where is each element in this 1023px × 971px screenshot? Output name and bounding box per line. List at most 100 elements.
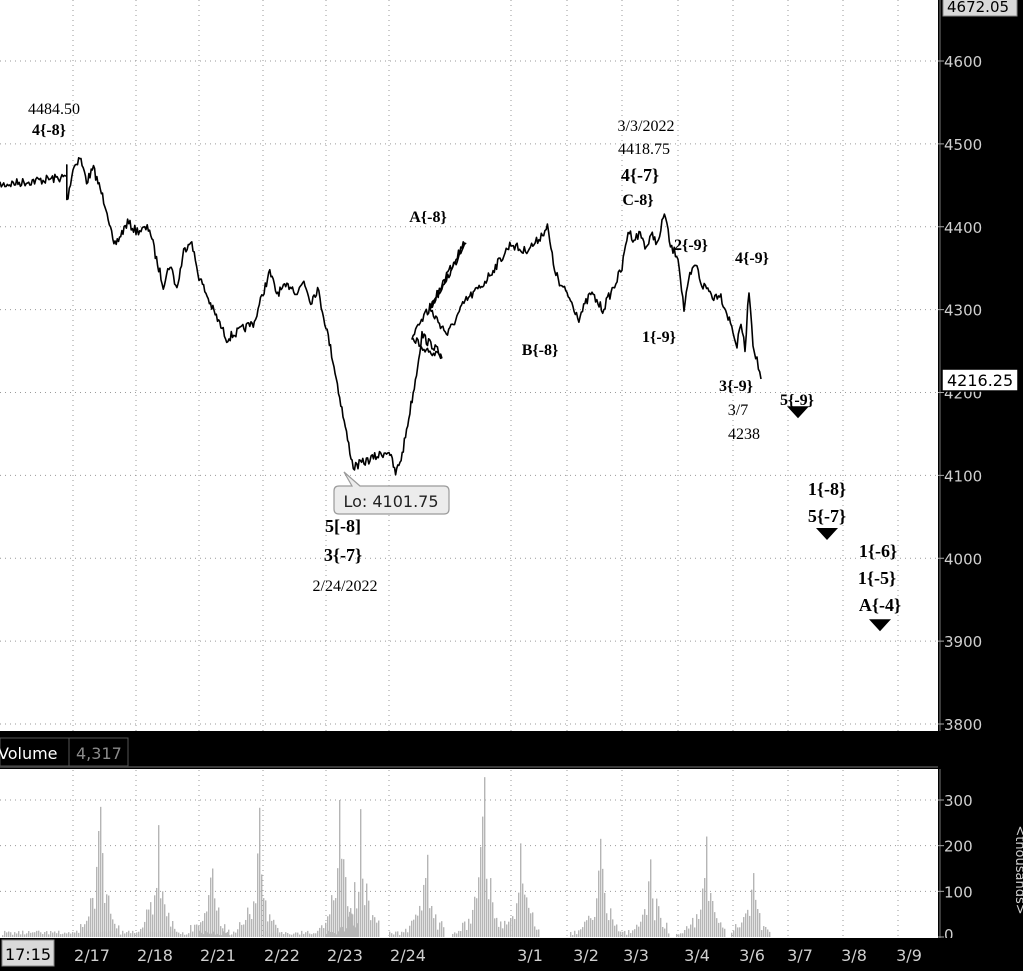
volume-bar [508,921,510,937]
volume-bar [395,931,397,937]
volume-bar [190,925,192,937]
volume-bar [178,932,180,937]
time-tick-label: 2/23 [327,946,363,965]
volume-bar [100,932,102,937]
volume-bar [80,924,82,937]
volume-bar [680,933,682,937]
price-tick-label: 4000 [944,550,982,568]
volume-bar [435,914,437,937]
volume-bar [291,934,293,937]
volume-bar [753,873,755,937]
volume-bar [96,866,98,937]
volume-bar [622,931,624,937]
volume-bar [112,934,114,937]
volume-bar [166,932,168,937]
volume-bar [437,929,439,937]
volume-bar [299,934,301,937]
volume-bar [612,919,614,937]
volume-bar [198,925,200,937]
volume-bar [214,898,216,937]
volume-bar [88,934,90,937]
time-cursor-label: 17:15 [5,945,51,964]
volume-bar [644,909,646,937]
volume-bar [204,913,206,937]
volume-bar [504,920,506,937]
volume-bar [441,921,443,937]
volume-bar [570,931,572,937]
volume-bar [126,932,128,937]
volume-bar [354,882,356,937]
volume-bar [376,922,378,937]
volume-bar [488,899,490,937]
volume-bar [464,921,466,937]
price-top-box [942,0,1018,17]
price-tick-label: 4600 [944,53,982,71]
volume-bar [84,924,86,937]
volume-bar [158,930,160,937]
volume-bar [301,930,303,937]
volume-bar [216,910,218,937]
volume-bar [423,884,425,937]
volume-bar [114,923,116,937]
volume-bar [378,920,380,937]
volume-bar [102,853,104,937]
volume-bar [22,930,24,937]
volume-bar [528,907,530,937]
volume-bar [265,931,267,937]
volume-bar [188,933,190,937]
volume-bar [247,907,249,937]
price-tick-label: 4100 [944,467,982,485]
time-tick-label: 3/6 [739,946,765,965]
volume-bar [162,891,164,937]
low-callout: Lo: 4101.75 [333,471,450,515]
volume-bar [273,919,275,937]
volume-bar [114,930,116,937]
volume-bar [24,934,26,937]
volume-bar [666,922,668,937]
volume-bar [439,922,441,937]
volume-bar [245,919,247,937]
annotation-3-line-0: B{-8} [522,342,559,359]
volume-bar [146,933,148,937]
volume-bar [602,868,604,937]
volume-bar [275,924,277,937]
volume-bar [347,906,349,937]
volume-bar [132,930,134,937]
volume-bar [688,928,690,937]
volume-bar [217,933,219,937]
volume-bar [166,916,168,937]
volume-bar [366,883,368,937]
volume-bar [393,934,395,937]
volume-bar [277,927,279,937]
price-tick-label: 3800 [944,716,982,734]
volume-bar [164,904,166,937]
volume-bar [702,888,704,937]
volume-bar [413,919,415,937]
annotation-4-line-3: C-8} [622,192,653,209]
projection-2-triangle [869,619,891,632]
volume-bar [427,854,429,937]
last-price-box [941,368,1019,392]
volume-bar [747,909,749,937]
volume-bar [311,934,313,937]
volume-bar [638,926,640,937]
volume-bar [271,932,273,937]
volume-bar [36,930,38,937]
volume-tick-label: 200 [944,838,973,856]
volume-bar [500,928,502,937]
volume-bar [462,922,464,937]
volume-bar [128,930,130,937]
volume-bar [38,930,40,937]
volume-bar [118,925,120,937]
annotation-4-line-0: 3/3/2022 [618,118,675,135]
volume-bar [498,930,500,937]
volume-bar [353,925,355,937]
volume-bar [261,874,263,937]
volume-bar [510,918,512,937]
volume-bar [368,900,370,937]
time-tick-label: 2/21 [200,946,236,965]
volume-bar [152,931,154,937]
volume-bar [337,868,339,937]
volume-bar [30,932,32,937]
volume-bar [630,933,632,937]
